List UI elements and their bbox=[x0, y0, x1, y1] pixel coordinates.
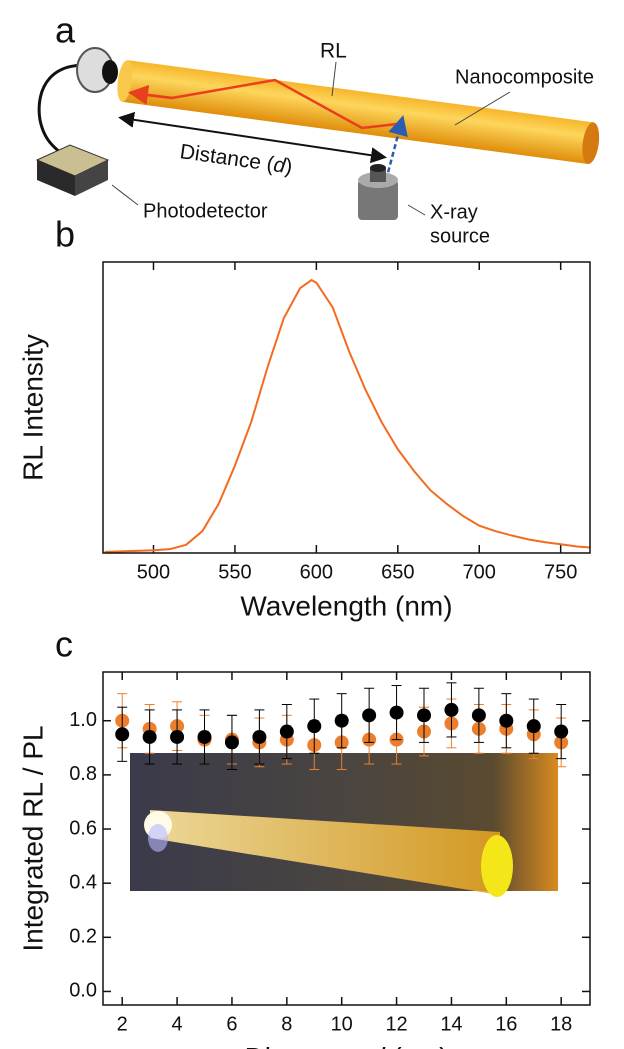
x-tick-label: 700 bbox=[463, 561, 496, 583]
point bbox=[252, 729, 267, 744]
source-body bbox=[358, 180, 398, 220]
point bbox=[417, 708, 432, 723]
point bbox=[224, 735, 239, 750]
detector-side bbox=[37, 160, 75, 196]
y-tick-label: 1.0 bbox=[69, 709, 97, 731]
plot-frame bbox=[102, 671, 591, 1006]
label-part: d bbox=[272, 153, 288, 178]
x-tick-label: 750 bbox=[544, 561, 577, 583]
point bbox=[554, 724, 569, 739]
distance-label: Distance (d) bbox=[179, 140, 294, 179]
y-axis-title: RL Intensity bbox=[17, 334, 48, 481]
source-opening bbox=[370, 164, 386, 172]
detector-label: Photodetector bbox=[143, 200, 268, 222]
x-tick-label: 2 bbox=[117, 1013, 128, 1035]
label-part: d bbox=[369, 1042, 386, 1049]
leader bbox=[454, 91, 511, 126]
x-tick-label: 4 bbox=[172, 1013, 183, 1035]
x-tick-label: 18 bbox=[550, 1013, 572, 1035]
y-tick-label: 0.0 bbox=[69, 980, 97, 1002]
label-part: Distance ( bbox=[179, 140, 276, 176]
point bbox=[526, 719, 541, 734]
point bbox=[389, 705, 404, 720]
point bbox=[170, 729, 185, 744]
x-tick-label: 10 bbox=[331, 1013, 353, 1035]
panel-letter: b bbox=[55, 214, 75, 255]
point bbox=[197, 729, 212, 744]
xray-arrow bbox=[384, 115, 408, 181]
x-tick-label: 16 bbox=[495, 1013, 517, 1035]
panel-letter: c bbox=[55, 624, 73, 665]
y-axis-title: Integrated RL / PL bbox=[17, 725, 48, 951]
detector-lens bbox=[102, 60, 118, 84]
x-tick-label: 500 bbox=[137, 561, 170, 583]
cable bbox=[37, 63, 106, 156]
label-part: (cm) bbox=[385, 1042, 449, 1049]
y-tick-label: 0.6 bbox=[69, 817, 97, 839]
x-tick-label: 550 bbox=[218, 561, 251, 583]
leader bbox=[331, 61, 337, 97]
ray-arrow bbox=[128, 84, 173, 105]
point bbox=[334, 713, 349, 728]
source-label: source bbox=[430, 225, 490, 247]
inset-photo bbox=[130, 753, 558, 897]
rl-label: RL bbox=[320, 40, 347, 63]
distance-arrow bbox=[118, 111, 387, 164]
plot-frame bbox=[102, 261, 591, 554]
panel-letter: a bbox=[55, 10, 76, 51]
source-label: X-ray bbox=[430, 201, 478, 223]
point bbox=[444, 702, 459, 717]
point bbox=[499, 713, 514, 728]
x-tick-label: 12 bbox=[385, 1013, 407, 1035]
point bbox=[115, 727, 130, 742]
x-tick-label: 14 bbox=[440, 1013, 462, 1035]
point bbox=[142, 729, 157, 744]
point bbox=[307, 719, 322, 734]
x-axis-title: Wavelength (nm) bbox=[240, 590, 452, 621]
point bbox=[279, 724, 294, 739]
x-tick-label: 6 bbox=[226, 1013, 237, 1035]
y-tick-label: 0.8 bbox=[69, 763, 97, 785]
material-label: Nanocomposite bbox=[455, 66, 594, 88]
y-tick-label: 0.4 bbox=[69, 871, 97, 893]
panel-a: a RL Nanocomposite Distance (d) Photodet… bbox=[35, 10, 600, 247]
point bbox=[362, 708, 377, 723]
x-tick-label: 8 bbox=[281, 1013, 292, 1035]
leader bbox=[407, 204, 426, 216]
label-part: ) bbox=[284, 154, 294, 178]
line-series bbox=[104, 278, 591, 553]
label-part: Distance, bbox=[245, 1042, 370, 1049]
x-axis-title: Distance, d (cm) bbox=[245, 1042, 449, 1049]
leader bbox=[111, 184, 139, 206]
x-tick-label: 600 bbox=[300, 561, 333, 583]
point bbox=[471, 708, 486, 723]
source-tube bbox=[370, 168, 386, 182]
x-tick-label: 650 bbox=[381, 561, 414, 583]
y-tick-label: 0.2 bbox=[69, 926, 97, 948]
detector-side bbox=[75, 160, 108, 196]
